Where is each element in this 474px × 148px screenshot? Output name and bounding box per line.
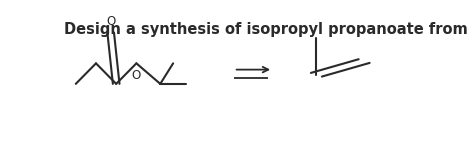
Text: Design a synthesis of isopropyl propanoate from propene.: Design a synthesis of isopropyl propanoa… <box>64 22 474 37</box>
Text: O: O <box>132 69 141 82</box>
Text: O: O <box>106 15 115 28</box>
